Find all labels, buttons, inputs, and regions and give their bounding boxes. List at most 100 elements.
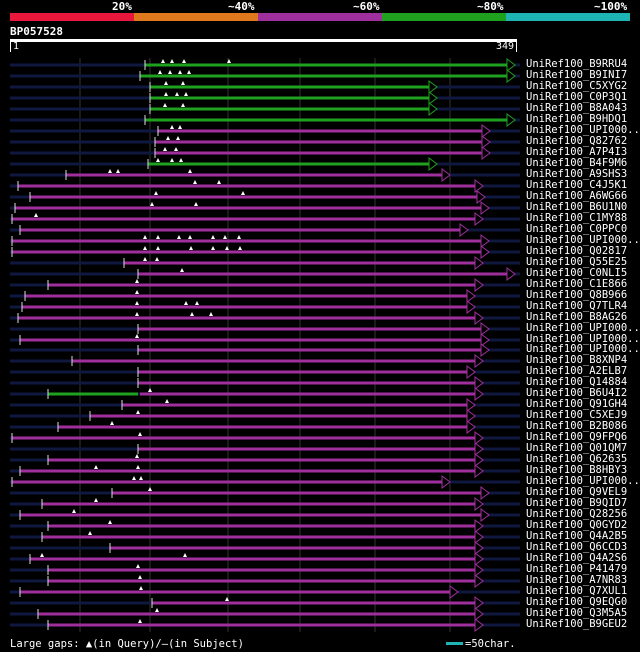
hit-label[interactable]: UniRef100_Q91GH4: [526, 398, 628, 410]
hit-label[interactable]: UniRef100_Q55E25: [526, 256, 628, 268]
query-name: BP057528: [10, 25, 63, 38]
hit-label[interactable]: UniRef100_B9HDQ1: [526, 113, 628, 125]
hit-label[interactable]: UniRef100_Q02817: [526, 245, 628, 257]
hit-label[interactable]: UniRef100_Q7XUL1: [526, 585, 628, 597]
hit-label[interactable]: UniRef100_B4F9M6: [526, 157, 628, 169]
hit-label[interactable]: UniRef100_C0P3Q1: [526, 91, 628, 103]
gap-marker: [116, 169, 120, 173]
hit-label[interactable]: UniRef100_B6U1N0: [526, 201, 628, 213]
hit-label[interactable]: UniRef100_B9GEU2: [526, 618, 628, 630]
hit-label[interactable]: UniRef100_B9INI7: [526, 69, 628, 81]
hit-label[interactable]: UniRef100_B6U4I2: [526, 387, 628, 399]
hit-label[interactable]: UniRef100_B2B086: [526, 420, 628, 432]
gap-marker: [189, 246, 193, 250]
hit-arrow: [459, 223, 469, 237]
hit-label[interactable]: UniRef100_Q9EQG0: [526, 596, 628, 608]
hit-arrow: [474, 212, 484, 226]
hit-label[interactable]: UniRef100_Q82762: [526, 135, 628, 147]
hit-label[interactable]: UniRef100_C5XEJ9: [526, 409, 628, 421]
legend-bar-40: [134, 13, 258, 21]
hit-arrow: [474, 552, 484, 566]
hit-label[interactable]: UniRef100_Q0GYD2: [526, 519, 628, 531]
hit-label[interactable]: UniRef100_B9QID7: [526, 497, 628, 509]
gap-query-icon: ▲: [85, 638, 93, 650]
legend-bar-80: [382, 13, 506, 21]
hit-label[interactable]: UniRef100_Q9FPQ6: [526, 431, 628, 443]
gap-marker: [132, 476, 136, 480]
gap-marker: [183, 553, 187, 557]
gap-marker: [158, 70, 162, 74]
hit-label[interactable]: UniRef100_Q62635: [526, 453, 628, 465]
hit-label[interactable]: UniRef100_Q8B966: [526, 289, 628, 301]
hit-arrow: [480, 508, 490, 522]
gap-marker: [163, 147, 167, 151]
hit-label[interactable]: UniRef100_A9SHS3: [526, 168, 628, 180]
hit-label[interactable]: UniRef100_C5XYG2: [526, 80, 628, 92]
gap-marker: [181, 81, 185, 85]
hit-label[interactable]: UniRef100_B8HBY3: [526, 464, 628, 476]
hit-arrow: [428, 157, 438, 171]
hit-label[interactable]: UniRef100_B9RRU4: [526, 58, 628, 70]
hit-arrow: [474, 376, 484, 390]
hit-arrow: [506, 58, 516, 72]
hit-label[interactable]: UniRef100_UPI000..: [526, 322, 640, 334]
gaps-label: Large gaps:: [10, 638, 86, 650]
gap-marker: [176, 136, 180, 140]
gap-marker: [110, 421, 114, 425]
hit-arrow: [480, 234, 490, 248]
hit-label[interactable]: UniRef100_P41479: [526, 563, 628, 575]
gap-marker: [163, 103, 167, 107]
hit-label[interactable]: UniRef100_Q9VEL9: [526, 486, 628, 498]
hit-label[interactable]: UniRef100_A2ELB7: [526, 365, 628, 377]
gap-marker: [108, 520, 112, 524]
gap-marker: [40, 553, 44, 557]
gap-marker: [193, 180, 197, 184]
gap-marker: [184, 301, 188, 305]
gap-marker: [211, 235, 215, 239]
gap-marker: [150, 202, 154, 206]
legend-label-100: ~100%: [594, 0, 628, 13]
gap-marker: [241, 191, 245, 195]
hit-label[interactable]: UniRef100_UPI000..: [526, 234, 640, 246]
hit-label[interactable]: UniRef100_UPI000..: [526, 124, 640, 136]
ruler-start: 1: [13, 41, 20, 52]
hit-label[interactable]: UniRef100_C1E866: [526, 278, 628, 290]
hit-arrow: [474, 256, 484, 270]
hit-label[interactable]: UniRef100_C0PPC0: [526, 223, 628, 235]
hit-label[interactable]: UniRef100_A7P4I3: [526, 146, 628, 158]
hit-label[interactable]: UniRef100_B8XNP4: [526, 354, 628, 366]
legend-bar-100: [506, 13, 630, 21]
hit-label[interactable]: UniRef100_Q4A2S6: [526, 552, 628, 564]
hit-arrow: [474, 354, 484, 368]
gap-marker: [138, 432, 142, 436]
hit-arrow: [480, 486, 490, 500]
legend-label-80: ~80%: [477, 0, 504, 13]
hit-arrow: [480, 333, 490, 347]
hit-label[interactable]: UniRef100_C4J5K1: [526, 179, 628, 191]
hit-label[interactable]: UniRef100_Q28256: [526, 508, 628, 520]
hit-label[interactable]: UniRef100_UPI000..: [526, 343, 640, 355]
hit-label[interactable]: UniRef100_C0NLI5: [526, 267, 628, 279]
hit-label[interactable]: UniRef100_Q4A2B5: [526, 530, 628, 542]
gap-subject-dash: —: [161, 638, 169, 650]
gap-marker: [195, 301, 199, 305]
gap-marker: [174, 147, 178, 151]
gap-marker: [177, 235, 181, 239]
gap-marker: [138, 575, 142, 579]
hit-label[interactable]: UniRef100_UPI000..: [526, 475, 640, 487]
hit-label[interactable]: UniRef100_B8AG26: [526, 311, 628, 323]
hit-label[interactable]: UniRef100_C1MY88: [526, 212, 628, 224]
hit-label[interactable]: UniRef100_Q3M5A5: [526, 607, 628, 619]
hit-label[interactable]: UniRef100_Q14884: [526, 376, 628, 388]
gap-marker: [155, 257, 159, 261]
hit-label[interactable]: UniRef100_A6WG66: [526, 190, 628, 202]
hit-label[interactable]: UniRef100_A7NR83: [526, 574, 628, 586]
hit-label[interactable]: UniRef100_Q01QM7: [526, 442, 628, 454]
hit-label[interactable]: UniRef100_UPI000..: [526, 333, 640, 345]
hit-label[interactable]: UniRef100_Q7TLR4: [526, 300, 628, 312]
hit-arrow: [466, 300, 476, 314]
hit-label[interactable]: UniRef100_B8A043: [526, 102, 628, 114]
hit-label[interactable]: UniRef100_Q6CCD3: [526, 541, 628, 553]
hit-arrow: [466, 409, 476, 423]
gap-marker: [135, 334, 139, 338]
